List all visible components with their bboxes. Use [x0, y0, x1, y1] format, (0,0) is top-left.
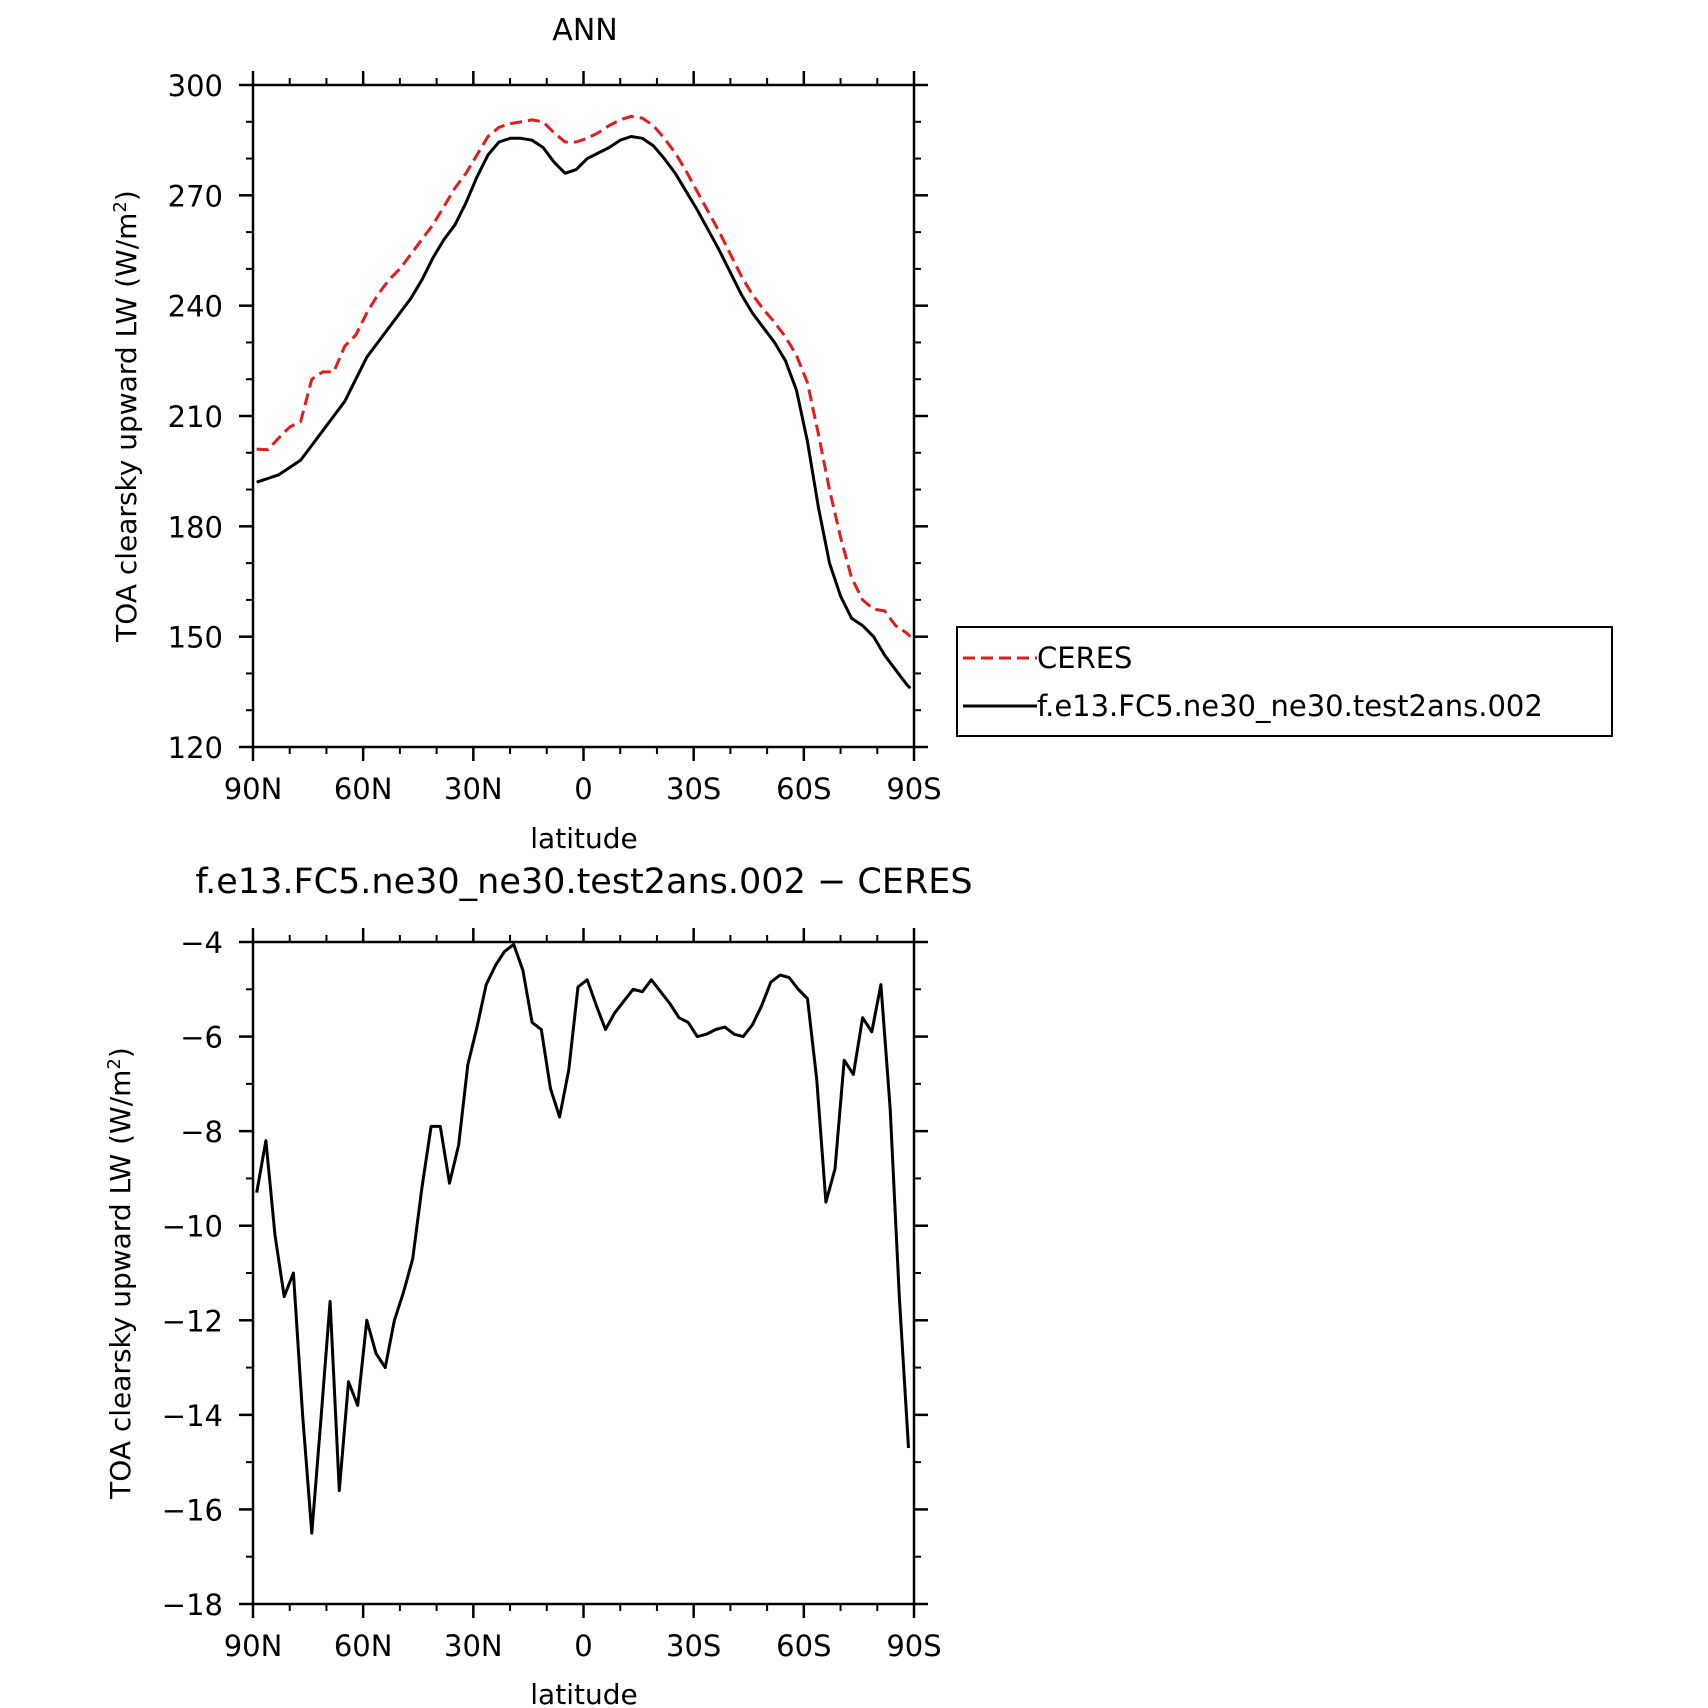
bottom-x-tick-label: 60N — [334, 1629, 393, 1663]
legend-label-ceres: CERES — [1037, 641, 1132, 675]
bottom-y-tick-label: −14 — [162, 1399, 223, 1433]
bottom-plot-frame — [251, 940, 916, 1606]
bottom-panel-ylabel: TOA clearsky upward LW (W/m2) — [104, 1047, 138, 1500]
legend-box — [956, 626, 1613, 737]
top-series-line-0 — [256, 114, 912, 638]
top-plot-frame — [251, 83, 916, 749]
top-y-tick-label: 240 — [168, 290, 223, 324]
top-y-tick-label: 180 — [168, 510, 223, 544]
top-y-tick-label: 210 — [168, 400, 223, 434]
top-y-tick-label: 150 — [168, 621, 223, 655]
bottom-y-tick-label: −6 — [180, 1021, 223, 1055]
top-x-tick-label: 30N — [444, 772, 503, 806]
bottom-panel-title: f.e13.FC5.ne30_ne30.test2ans.002 − CERES — [195, 862, 972, 902]
bottom-y-tick-label: −8 — [180, 1115, 223, 1149]
top-panel-ylabel: TOA clearsky upward LW (W/m2) — [110, 190, 144, 643]
bottom-x-tick-label: 30S — [666, 1629, 721, 1663]
bottom-y-tick-label: −4 — [180, 926, 223, 960]
top-x-tick-label: 30S — [666, 772, 721, 806]
bottom-y-tick-label: −16 — [162, 1493, 223, 1527]
top-y-tick-label: 300 — [168, 69, 223, 103]
top-x-tick-label: 90S — [886, 772, 941, 806]
top-panel: ANN 90N 60N 30N 0 30S 60S 90S 120 150 180 210 240 27… — [110, 13, 942, 855]
bottom-y-tick-label: −12 — [162, 1304, 223, 1338]
bottom-x-tick-label: 0 — [574, 1629, 592, 1663]
top-series-line-1 — [256, 135, 912, 690]
top-y-tick-label: 120 — [168, 731, 223, 765]
top-x-tick-label: 60S — [776, 772, 831, 806]
legend-label-model: f.e13.FC5.ne30_ne30.test2ans.002 — [1037, 689, 1543, 723]
top-y-tick-label: 270 — [168, 179, 223, 213]
bottom-series-line-0 — [255, 942, 910, 1535]
top-panel-xlabel: latitude — [530, 822, 637, 855]
top-x-tick-label: 60N — [334, 772, 393, 806]
top-x-tick-label: 0 — [574, 772, 592, 806]
top-panel-marks: 90N 60N 30N 0 30S 60S 90S 120 150 180 210 240 270 300 — [168, 69, 942, 806]
bottom-panel-marks: 90N 60N 30N 0 30S 60S 90S −18 −16 −14 −12 −10 −8 −6 −4 — [162, 926, 942, 1663]
bottom-x-tick-label: 30N — [444, 1629, 503, 1663]
bottom-y-tick-label: −10 — [162, 1210, 223, 1244]
bottom-y-tick-label: −18 — [162, 1588, 223, 1622]
bottom-x-tick-label: 90N — [224, 1629, 283, 1663]
top-panel-title: ANN — [552, 13, 617, 48]
bottom-panel: f.e13.FC5.ne30_ne30.test2ans.002 − CERES… — [104, 862, 973, 1708]
bottom-x-tick-label: 90S — [886, 1629, 941, 1663]
top-x-tick-label: 90N — [224, 772, 283, 806]
bottom-x-tick-label: 60S — [776, 1629, 831, 1663]
bottom-panel-xlabel: latitude — [530, 1678, 637, 1708]
legend: CERES f.e13.FC5.ne30_ne30.test2ans.002 — [956, 626, 1613, 737]
